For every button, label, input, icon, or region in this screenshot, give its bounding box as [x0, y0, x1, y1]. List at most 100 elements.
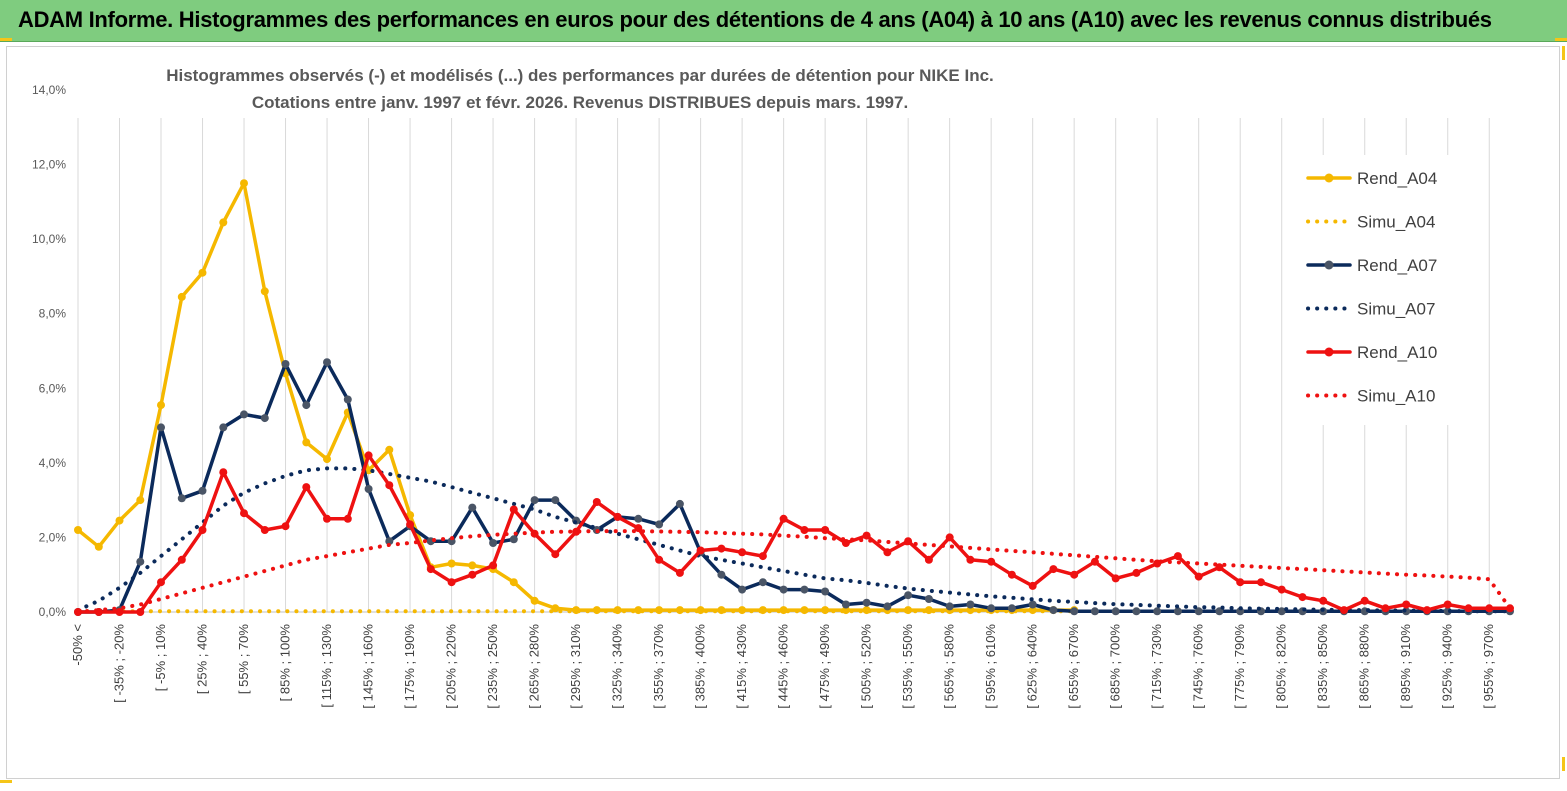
data-point-rend-a10	[1173, 552, 1182, 561]
data-point-rend-a10	[157, 578, 165, 587]
x-tick-label: [ 265% ; 280%	[527, 624, 542, 709]
data-point-rend-a07	[177, 494, 186, 503]
data-point-rend-a10	[655, 555, 664, 564]
data-point-rend-a10	[1464, 604, 1473, 613]
data-point-rend-a10	[738, 548, 747, 557]
data-point-rend-a07	[1090, 607, 1099, 616]
data-point-rend-a10	[1360, 596, 1369, 605]
data-point-rend-a10	[717, 544, 726, 553]
series-line-rend-a07	[76, 360, 1512, 614]
report-banner: ADAM Informe. Histogrammes des performan…	[0, 0, 1567, 42]
data-point-rend-a10	[468, 570, 477, 579]
legend-marker-rend-a07	[1324, 260, 1334, 270]
data-point-rend-a10	[240, 509, 248, 518]
report-title: ADAM Informe. Histogrammes des performan…	[18, 7, 1492, 32]
x-tick-label: [ 925% ; 940%	[1440, 624, 1455, 709]
x-tick-label: [ 655% ; 670%	[1066, 624, 1081, 709]
data-point-rend-a07	[530, 496, 539, 505]
data-point-rend-a04	[530, 596, 539, 605]
data-point-rend-a07	[551, 496, 560, 505]
data-point-rend-a07	[281, 360, 290, 368]
x-tick-label: [ 415% ; 430%	[734, 624, 749, 709]
data-point-rend-a10	[1090, 557, 1099, 566]
corner-accent-top-right	[1555, 38, 1567, 41]
chart-title-line2: Cotations entre janv. 1997 et févr. 2026…	[252, 93, 908, 112]
data-point-rend-a10	[945, 533, 954, 542]
corner-accent-bottom-left	[0, 780, 12, 783]
x-tick-label: [ 625% ; 640%	[1025, 624, 1040, 709]
data-point-rend-a07	[634, 514, 643, 523]
data-point-rend-a10	[924, 555, 933, 564]
x-tick-label: [ 715% ; 730%	[1149, 624, 1164, 709]
x-tick-label: [ 55% ; 70%	[236, 624, 251, 695]
data-point-rend-a10	[1257, 578, 1265, 587]
data-point-rend-a07	[1070, 607, 1079, 616]
legend-label-simu-a07: Simu_A07	[1357, 300, 1435, 319]
x-tick-label: [ 835% ; 850%	[1315, 624, 1330, 709]
data-point-rend-a07	[240, 410, 248, 419]
data-point-rend-a10	[1381, 604, 1390, 613]
corner-accent-top-left	[0, 38, 12, 41]
data-point-rend-a10	[862, 531, 871, 540]
data-point-rend-a10	[281, 522, 290, 531]
data-point-rend-a07	[1173, 607, 1182, 616]
x-tick-label: [ 535% ; 550%	[900, 624, 915, 709]
data-point-rend-a10	[302, 483, 311, 492]
series-line-rend-a10	[76, 453, 1512, 614]
data-point-rend-a04	[468, 561, 477, 570]
data-point-rend-a10	[800, 526, 809, 534]
x-tick-label: [ 235% ; 250%	[485, 624, 500, 709]
data-point-rend-a07	[468, 503, 477, 512]
data-point-rend-a07	[1153, 607, 1162, 616]
x-tick-label: [ 685% ; 700%	[1108, 624, 1123, 709]
data-point-rend-a10	[1277, 585, 1286, 594]
data-point-rend-a10	[1049, 565, 1058, 574]
data-point-rend-a04	[177, 292, 186, 301]
data-point-rend-a07	[364, 485, 373, 493]
x-axis: -50% < [ -35% ; -20% [ -5% ; 10% [ 25% ; 40…	[70, 624, 1496, 709]
data-point-rend-a10	[1423, 606, 1431, 615]
data-point-rend-a04	[323, 455, 331, 464]
data-point-rend-a07	[219, 423, 228, 432]
data-point-rend-a07	[157, 423, 165, 432]
data-point-rend-a10	[675, 568, 684, 577]
data-point-rend-a04	[385, 445, 394, 454]
series-lines	[74, 179, 1514, 616]
legend-background	[1300, 155, 1460, 425]
x-tick-label: [ 775% ; 790%	[1232, 624, 1247, 709]
data-point-rend-a10	[260, 526, 269, 534]
data-point-rend-a10	[634, 524, 643, 533]
x-tick-label: [ 85% ; 100%	[278, 624, 293, 702]
x-tick-label: [ 205% ; 220%	[444, 624, 459, 709]
data-point-rend-a10	[551, 550, 560, 559]
data-point-rend-a07	[385, 537, 394, 546]
data-point-rend-a10	[1111, 574, 1120, 583]
data-point-rend-a04	[779, 606, 788, 615]
data-point-rend-a07	[862, 598, 871, 607]
data-point-rend-a10	[987, 557, 996, 566]
data-point-rend-a07	[675, 499, 684, 508]
data-point-rend-a07	[343, 395, 352, 404]
y-tick-label: 4,0%	[39, 456, 67, 470]
data-point-rend-a07	[758, 578, 767, 587]
data-point-rend-a07	[1132, 607, 1141, 616]
data-point-rend-a04	[198, 268, 207, 277]
data-point-rend-a10	[489, 561, 498, 570]
data-point-rend-a07	[800, 585, 809, 594]
series-line-simu-a07	[76, 466, 1512, 614]
x-tick-label: [ 115% ; 130%	[319, 624, 334, 708]
data-point-rend-a10	[406, 520, 415, 529]
data-point-rend-a10	[177, 555, 186, 564]
x-tick-label: [ 385% ; 400%	[693, 624, 708, 709]
data-point-rend-a07	[821, 587, 830, 596]
data-point-rend-a07	[841, 600, 850, 609]
data-point-rend-a10	[883, 548, 892, 557]
x-tick-label: [ 595% ; 610%	[983, 624, 998, 709]
legend-label-rend-a04: Rend_A04	[1357, 169, 1437, 188]
data-point-rend-a10	[821, 526, 830, 534]
data-point-rend-a10	[1319, 596, 1328, 605]
chart-title-line1: Histogrammes observés (-) et modélisés (…	[166, 66, 994, 85]
data-point-rend-a04	[302, 438, 311, 447]
x-tick-label: [ 445% ; 460%	[776, 624, 791, 709]
data-point-rend-a10	[115, 608, 124, 616]
